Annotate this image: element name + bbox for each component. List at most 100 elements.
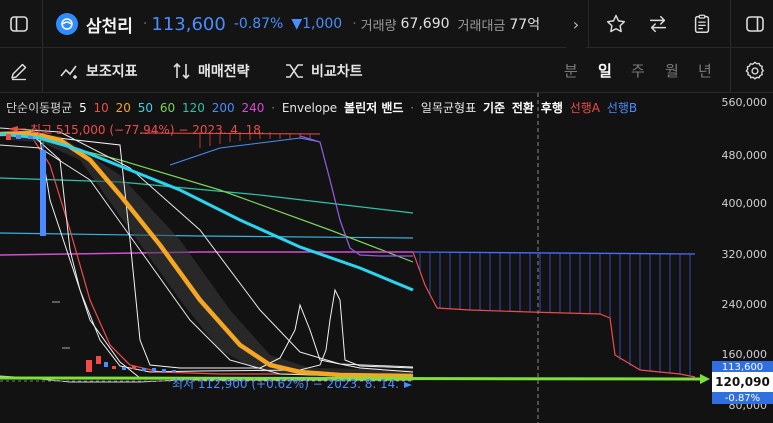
current-price: 113,600	[151, 13, 226, 35]
ichimoku-span-a-right	[412, 251, 696, 378]
low-price-label: 최저 112,900 (+0.62%) − 2023. 8. 14.	[172, 377, 400, 391]
indicator-button[interactable]: 보조지표	[60, 48, 138, 93]
change-percent: -0.87%	[233, 16, 284, 32]
envelope-lower	[0, 144, 414, 379]
period-week[interactable]: 주	[631, 62, 645, 80]
separator	[42, 48, 43, 93]
ichimoku-cloud-right	[419, 253, 691, 376]
volume-label: 거래량	[360, 18, 397, 34]
swap-button[interactable]	[640, 0, 676, 48]
ma-10-line	[29, 133, 414, 376]
low-marker-arrow	[404, 382, 412, 388]
y-tick: 240,000	[721, 298, 768, 311]
star-icon	[606, 14, 626, 33]
chart-settings-button[interactable]	[736, 48, 773, 93]
price-axis: 560,000 480,000 400,000 320,000 240,000 …	[712, 93, 773, 423]
indicator-label: 보조지표	[86, 63, 138, 80]
ma-legend-50: 50	[137, 101, 154, 115]
high-price-label: 최고 515,000 (−77.94%) − 2023. 4. 18.	[30, 123, 265, 137]
ma-120-line	[0, 177, 414, 214]
ichimoku-span-b-right	[412, 251, 696, 255]
strategy-icon	[173, 62, 190, 79]
price-chart[interactable]	[0, 93, 773, 423]
amount-label: 거래대금	[457, 18, 506, 34]
ma-legend-240: 240	[241, 101, 265, 115]
amount-value: 77억	[509, 17, 541, 33]
ticker-info: 삼천리 · 113,600 -0.87% ▼1,000 · 거래량 67,690…	[56, 0, 548, 48]
bollinger-band-fill	[10, 132, 413, 378]
sidebar-left-icon	[10, 16, 28, 32]
separator	[730, 48, 731, 93]
right-panel-button[interactable]	[736, 0, 773, 48]
ma-200-line	[0, 232, 414, 239]
stock-name[interactable]: 삼천리	[86, 16, 133, 37]
compare-label: 비교차트	[311, 63, 363, 80]
y-tick: 160,000	[721, 348, 768, 361]
indicator-icon	[60, 65, 77, 79]
chart-toolbar	[0, 48, 773, 93]
ma-legend-200: 200	[211, 101, 235, 115]
pencil-icon	[11, 63, 27, 80]
separator	[730, 0, 731, 48]
y-tick: 400,000	[721, 197, 768, 210]
change-amount: ▼1,000	[291, 16, 343, 32]
ma-60-line	[39, 139, 414, 263]
clipboard-icon	[694, 14, 710, 33]
ma-50-line	[0, 132, 414, 292]
ichimoku-base-left	[169, 137, 321, 166]
candles	[6, 134, 176, 372]
base-legend: 기준	[482, 101, 506, 115]
period-minute[interactable]: 분	[564, 62, 578, 80]
y-tick: 560,000	[721, 96, 768, 109]
swap-icon	[649, 15, 667, 33]
strategy-button[interactable]: 매매전략	[172, 48, 250, 93]
ichimoku-span-a-upper	[139, 132, 321, 135]
sidebar-right-icon	[745, 16, 764, 32]
compare-icon	[286, 63, 303, 78]
y-tick: 320,000	[721, 248, 768, 261]
dot-separator: ·	[410, 101, 415, 115]
ma-legend-20: 20	[115, 101, 131, 115]
settings-icon	[745, 61, 764, 79]
dot-separator: ·	[271, 101, 276, 115]
more-info-button[interactable]: ›	[566, 0, 586, 48]
top-bar: 삼천리 · 113,600 -0.87% ▼1,000 · 거래량 67,690…	[0, 0, 773, 48]
envelope-upper	[0, 127, 414, 368]
strategy-label: 매매전략	[198, 63, 250, 80]
favorite-button[interactable]	[598, 0, 634, 48]
compare-button[interactable]: 비교차트	[285, 48, 363, 93]
volume-value: 67,690	[400, 16, 450, 32]
ma-legend-10: 10	[93, 101, 109, 115]
current-price-arrow	[700, 374, 710, 384]
span-a-legend: 선행A	[569, 101, 600, 115]
ma-legend-60: 60	[159, 101, 176, 115]
envelope-legend: Envelope	[281, 101, 338, 115]
period-day[interactable]: 일	[598, 62, 612, 80]
dot-separator: ·	[142, 16, 148, 32]
ichimoku-legend: 일목균형표	[420, 101, 477, 115]
period-month[interactable]: 월	[665, 62, 679, 80]
order-button[interactable]	[684, 0, 720, 48]
separator	[42, 0, 43, 48]
last-price-tag: 113,600	[712, 361, 773, 373]
current-price-tag: 120,090	[712, 372, 773, 392]
y-tick: 480,000	[721, 149, 768, 162]
separator	[588, 0, 589, 48]
band-legend: 볼린저 밴드	[344, 101, 404, 115]
ma-legend-5: 5	[79, 101, 87, 115]
current-price-line	[0, 376, 701, 381]
ma-legend-120: 120	[181, 101, 205, 115]
drawing-button[interactable]	[0, 48, 38, 93]
period-year[interactable]: 년	[698, 62, 712, 80]
conversion-legend: 전환	[511, 101, 534, 115]
lagging-legend: 후행	[540, 101, 563, 115]
indicator-legend: 단순이동평균 5 10 20 50 60 120 200 240 · Envel…	[6, 99, 640, 116]
ma-20-line	[0, 130, 414, 379]
ma-240-line	[0, 251, 413, 256]
current-pct-tag: -0.87%	[712, 392, 773, 404]
high-marker-arrow	[8, 126, 18, 132]
left-panel-button[interactable]	[0, 0, 38, 48]
dot-separator: ·	[352, 16, 357, 32]
ma-legend-label: 단순이동평균	[6, 101, 73, 115]
lagging-span	[299, 135, 413, 257]
